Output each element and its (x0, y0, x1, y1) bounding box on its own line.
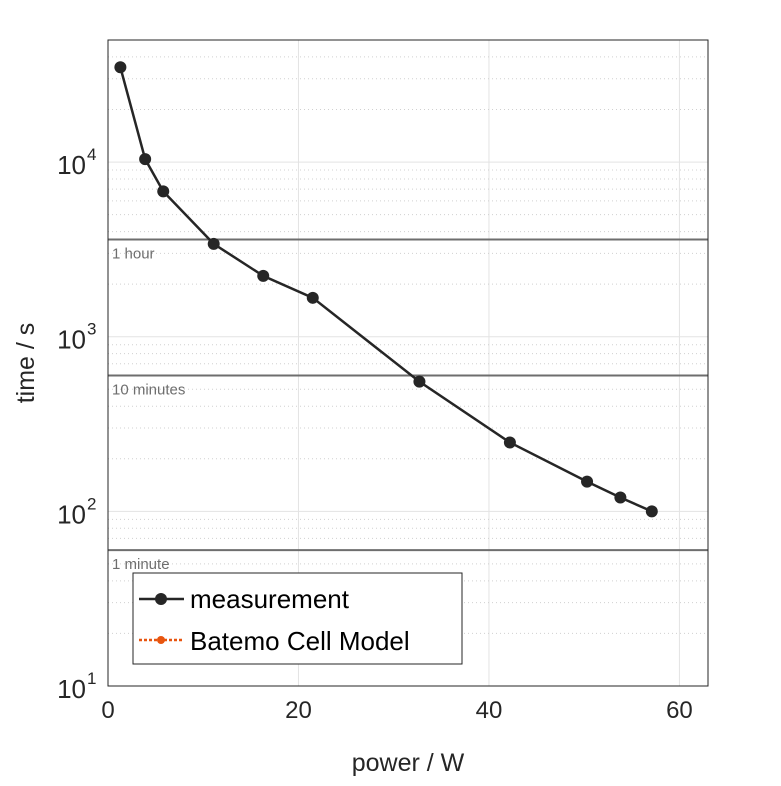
y-tick-label: 10 (57, 499, 86, 529)
x-tick-label: 0 (101, 697, 114, 724)
plot-frame (107, 39, 709, 687)
data-point (645, 505, 658, 518)
data-point (581, 475, 594, 488)
data-point (306, 291, 319, 304)
y-tick-label: 10 (57, 325, 86, 355)
y-tick-label: 10 (57, 674, 86, 704)
y-tick-exponent: 1 (87, 669, 96, 688)
reference-lines: 1 hour 10 minutes 1 minute (108, 238, 708, 573)
x-axis-label: power / W (352, 749, 465, 777)
data-point (139, 153, 152, 166)
data-point (503, 436, 516, 449)
data-point (114, 61, 127, 74)
x-tick-label: 40 (476, 697, 503, 724)
reference-line-label: 1 hour (112, 246, 155, 263)
data-point (257, 269, 270, 282)
legend: measurement Batemo Cell Model (132, 572, 463, 665)
data-point (413, 375, 426, 388)
y-tick-label: 10 (57, 150, 86, 180)
y-tick-exponent: 2 (87, 494, 96, 513)
series-layer (114, 61, 658, 518)
x-tick-label: 20 (285, 697, 312, 724)
data-point (207, 237, 220, 250)
reference-line-label: 1 minute (112, 556, 170, 573)
y-axis-label: time / s (12, 323, 40, 404)
legend-measurement-label: measurement (190, 584, 350, 614)
legend-model-marker (157, 636, 165, 644)
y-tick-exponent: 3 (87, 320, 96, 339)
data-point (614, 491, 627, 504)
legend-measurement-marker (155, 593, 167, 605)
reference-line-label: 10 minutes (112, 381, 185, 398)
y-tick-exponent: 4 (87, 145, 96, 164)
series-line-0 (119, 66, 653, 513)
x-tick-label: 60 (666, 697, 693, 724)
legend-box (132, 572, 463, 665)
legend-model-label: Batemo Cell Model (190, 626, 410, 656)
data-point (157, 185, 170, 198)
